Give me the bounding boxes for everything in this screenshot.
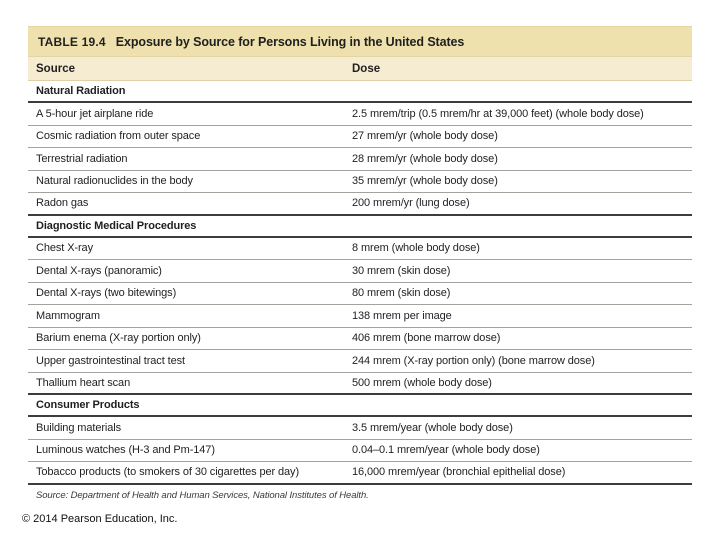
exposure-table: TABLE 19.4 Exposure by Source for Person… [28,26,692,501]
dose-cell: 27 mrem/yr (whole body dose) [352,130,498,143]
dose-cell: 16,000 mrem/year (bronchial epithelial d… [352,466,566,479]
source-cell: Luminous watches (H-3 and Pm-147) [36,444,215,457]
column-header-source: Source [36,62,75,75]
dose-cell: 3.5 mrem/year (whole body dose) [352,421,513,434]
dose-cell: 35 mrem/yr (whole body dose) [352,175,498,188]
table-row: Natural radionuclides in the body 35 mrem… [28,171,692,193]
source-cell: Natural radionuclides in the body [36,175,193,188]
source-cell: Barium enema (X-ray portion only) [36,332,201,345]
table-number-label: TABLE 19.4 [38,34,106,49]
dose-cell: 500 mrem (whole body dose) [352,376,492,389]
dose-cell: 406 mrem (bone marrow dose) [352,332,501,345]
table-row: Chest X-ray 8 mrem (whole body dose) [28,238,692,260]
table-row: Luminous watches (H-3 and Pm-147) 0.04–0.… [28,440,692,462]
dose-cell: 0.04–0.1 mrem/year (whole body dose) [352,444,540,457]
section-header-label: Natural Radiation [36,85,126,97]
table-title: Exposure by Source for Persons Living in… [115,34,465,49]
source-cell: Building materials [36,421,122,434]
section-header-label: Consumer Products [36,399,140,411]
dose-cell: 8 mrem (whole body dose) [352,242,480,255]
source-cell: Upper gastrointestinal tract test [36,354,185,367]
source-cell: Chest X-ray [36,242,93,255]
source-cell: Dental X-rays (two bitewings) [36,287,177,300]
source-cell: Mammogram [36,309,100,322]
source-cell: Tobacco products (to smokers of 30 cigar… [36,466,300,479]
table-row: Radon gas 200 mrem/yr (lung dose) [28,193,692,216]
dose-cell: 200 mrem/yr (lung dose) [352,197,470,210]
dose-cell: 80 mrem (skin dose) [352,287,451,300]
table-row: Building materials 3.5 mrem/year (whole b… [28,417,692,440]
table-body: Natural Radiation A 5-hour jet airplane r… [28,81,692,485]
table-row: Mammogram 138 mrem per image [28,305,692,328]
table-row: Barium enema (X-ray portion only) 406 mre… [28,328,692,350]
dose-cell: 244 mrem (X-ray portion only) (bone marr… [352,354,595,367]
dose-cell: 28 mrem/yr (whole body dose) [352,152,498,165]
table-title-bar: TABLE 19.4 Exposure by Source for Person… [28,26,692,57]
copyright-text: © 2014 Pearson Education, Inc. [22,513,178,525]
source-cell: A 5-hour jet airplane ride [36,107,154,120]
table-row: Upper gastrointestinal tract test 244 mre… [28,350,692,373]
table-row: Terrestrial radiation 28 mrem/yr (whole b… [28,148,692,171]
section-header-row: Diagnostic Medical Procedures [28,216,692,238]
table-row: A 5-hour jet airplane ride 2.5 mrem/trip … [28,103,692,126]
dose-cell: 2.5 mrem/trip (0.5 mrem/hr at 39,000 fee… [352,107,644,120]
section-header-row: Consumer Products [28,395,692,417]
source-cell: Terrestrial radiation [36,152,128,165]
dose-cell: 138 mrem per image [352,309,452,322]
source-cell: Dental X-rays (panoramic) [36,264,162,277]
table-column-header-row: Source Dose [28,57,692,81]
section-header-row: Natural Radiation [28,81,692,103]
dose-cell: 30 mrem (skin dose) [352,264,451,277]
source-cell: Radon gas [36,197,89,210]
column-header-dose: Dose [352,62,381,75]
section-header-label: Diagnostic Medical Procedures [36,219,197,232]
table-row: Thallium heart scan 500 mrem (whole body … [28,373,692,395]
table-row: Cosmic radiation from outer space 27 mrem… [28,126,692,148]
source-cell: Thallium heart scan [36,376,131,389]
table-row: Tobacco products (to smokers of 30 cigar… [28,462,692,485]
table-row: Dental X-rays (two bitewings) 80 mrem (sk… [28,283,692,305]
table-row: Dental X-rays (panoramic) 30 mrem (skin d… [28,260,692,283]
table-source-note: Source: Department of Health and Human S… [36,489,369,501]
source-cell: Cosmic radiation from outer space [36,130,201,143]
